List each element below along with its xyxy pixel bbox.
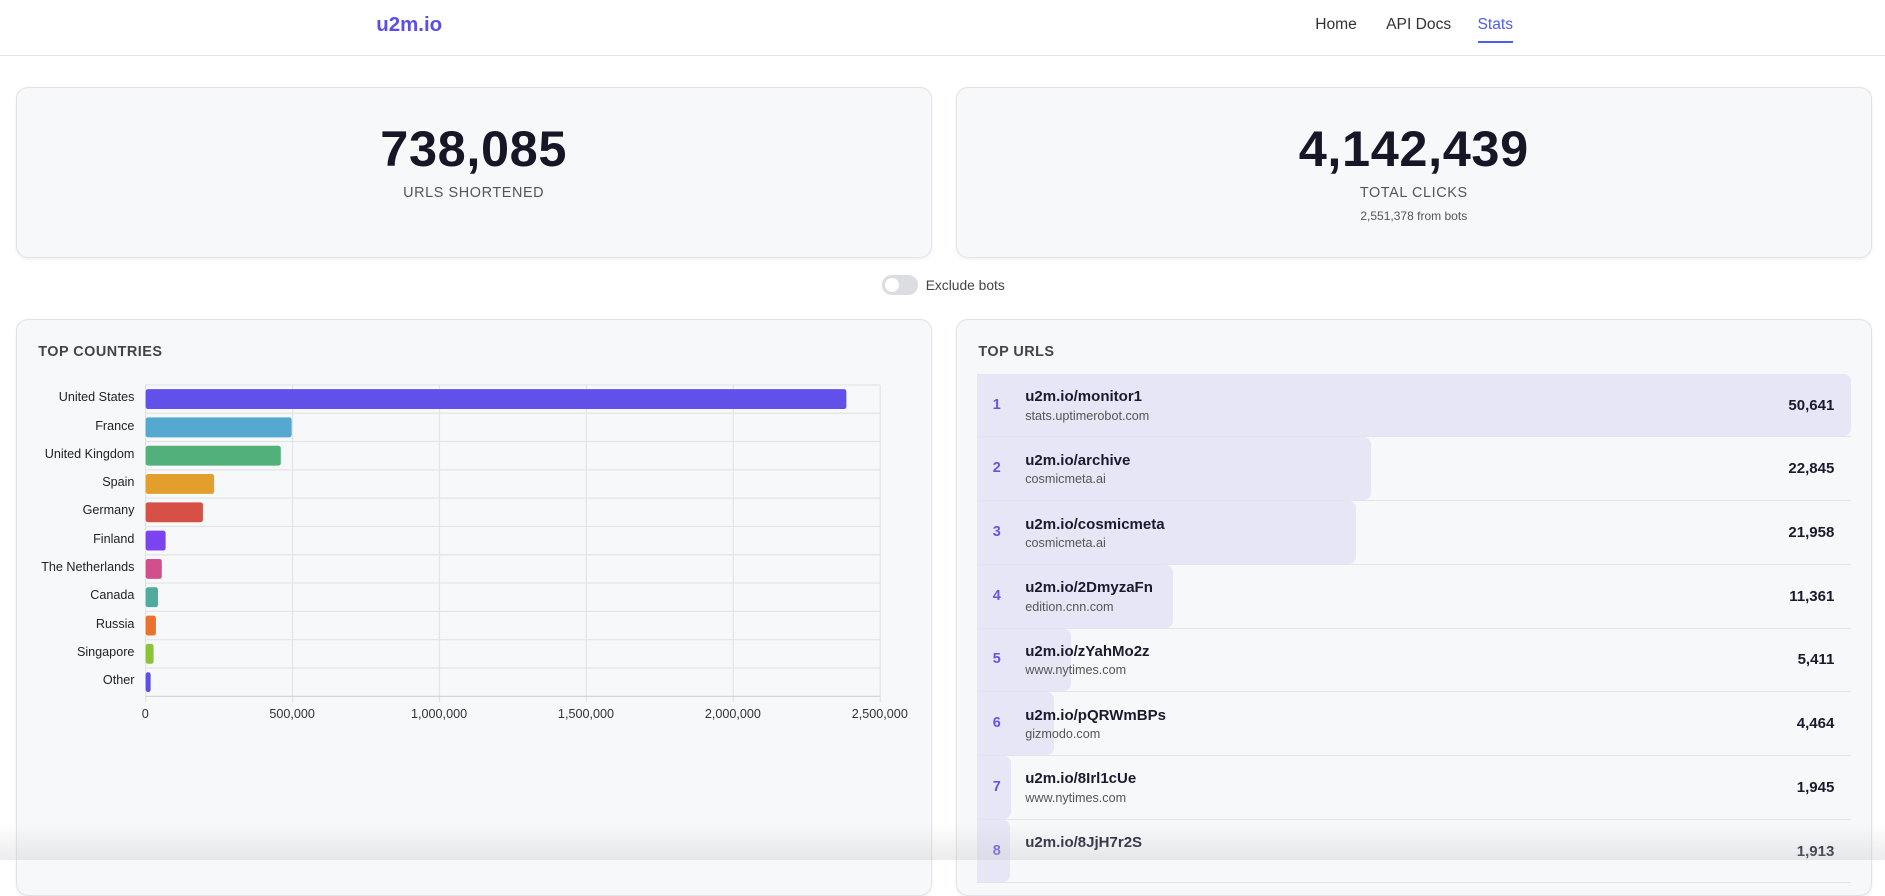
destination-domain: edition.cnn.com [1025, 599, 1114, 614]
bar-united-states[interactable] [145, 388, 847, 409]
url-click-bar [977, 564, 1174, 628]
destination-domain: www.nytimes.com [1025, 790, 1127, 805]
short-url[interactable]: u2m.io/8Irl1cUe [1025, 770, 1137, 788]
top-countries-title: TOP COUNTRIES [38, 343, 163, 360]
bar-canada[interactable] [145, 586, 158, 607]
x-tick-label: 1,000,000 [411, 706, 468, 721]
category-label: Spain [102, 475, 135, 490]
short-url[interactable]: u2m.io/cosmicmeta [1025, 515, 1165, 533]
bar-germany[interactable] [145, 501, 203, 522]
category-label: Other [102, 673, 135, 688]
url-rank: 3 [992, 523, 1001, 540]
url-rank: 6 [992, 715, 1001, 732]
urls-shortened-value: 738,085 [380, 119, 567, 177]
destination-domain: cosmicmeta.ai [1025, 472, 1106, 487]
click-count: 22,845 [1788, 460, 1835, 478]
url-row[interactable]: 4 u2m.io/2DmyzaFn edition.cnn.com 11,361 [977, 564, 1852, 629]
destination-domain: gizmodo.com [1025, 727, 1101, 742]
bar-the-netherlands[interactable] [145, 558, 162, 579]
url-row[interactable]: 1 u2m.io/monitor1 stats.uptimerobot.com 50,… [977, 373, 1852, 438]
bar-other[interactable] [145, 671, 151, 692]
x-tick-label: 2,000,000 [704, 706, 761, 721]
short-url[interactable]: u2m.io/zYahMo2z [1025, 642, 1150, 660]
click-count: 11,361 [1789, 587, 1835, 605]
total-clicks-value: 4,142,439 [1298, 119, 1529, 177]
click-count: 21,958 [1788, 523, 1835, 541]
url-row[interactable]: 8 u2m.io/8JjH7r2S 1,913 [977, 819, 1852, 884]
destination-domain: www.nytimes.com [1025, 663, 1127, 678]
countries-bar-chart [144, 383, 881, 702]
short-url[interactable]: u2m.io/monitor1 [1025, 388, 1143, 406]
category-label: United Kingdom [44, 446, 135, 461]
click-count: 5,411 [1797, 651, 1835, 669]
bar-finland[interactable] [145, 530, 166, 551]
top-countries-panel: TOP COUNTRIES 0 500,000 1,000,000 1,500,000… [15, 318, 932, 896]
url-row[interactable]: 7 u2m.io/8Irl1cUe www.nytimes.com 1,945 [977, 755, 1852, 820]
category-label: Russia [95, 616, 135, 631]
exclude-bots-toggle[interactable] [882, 275, 919, 295]
short-url[interactable]: u2m.io/8JjH7r2S [1025, 834, 1143, 852]
url-row[interactable]: 2 u2m.io/archive cosmicmeta.ai 22,845 [977, 437, 1852, 502]
click-count: 1,913 [1796, 842, 1835, 860]
url-click-bar [977, 437, 1372, 501]
bar-united-kingdom[interactable] [145, 445, 281, 466]
top-nav: u2m.io Home API Docs Stats [0, 0, 1885, 57]
category-label: France [95, 418, 135, 433]
total-clicks-card: 4,142,439 TOTAL CLICKS 2,551,378 from bo… [955, 86, 1872, 259]
url-rank: 4 [992, 587, 1001, 604]
bot-clicks-note: 2,551,378 from bots [1360, 209, 1468, 224]
bar-france[interactable] [145, 417, 292, 437]
urls-shortened-card: 738,085 URLS SHORTENED [15, 86, 932, 259]
category-label: Singapore [76, 644, 135, 659]
destination-domain: cosmicmeta.ai [1025, 535, 1106, 550]
top-urls-title: TOP URLS [978, 343, 1055, 360]
url-row[interactable]: 5 u2m.io/zYahMo2z www.nytimes.com 5,411 [977, 628, 1852, 693]
x-tick-label: 2,500,000 [851, 706, 908, 721]
nav-stats[interactable]: Stats [1477, 15, 1514, 44]
url-rank: 1 [992, 396, 1001, 413]
url-click-bar [977, 755, 1011, 819]
short-url[interactable]: u2m.io/2DmyzaFn [1025, 579, 1153, 597]
category-label: United States [58, 390, 135, 405]
url-click-bar [977, 628, 1071, 692]
urls-shortened-label: URLS SHORTENED [403, 185, 545, 201]
url-rank: 5 [992, 651, 1001, 668]
bar-spain[interactable] [145, 473, 214, 494]
url-row[interactable]: 6 u2m.io/pQRWmBPs gizmodo.com 4,464 [977, 692, 1852, 756]
click-count: 4,464 [1796, 715, 1835, 733]
url-rank: 7 [992, 778, 1001, 795]
click-count: 1,945 [1796, 778, 1835, 796]
url-rank: 8 [992, 842, 1001, 859]
click-count: 50,641 [1788, 396, 1835, 414]
url-row[interactable]: 3 u2m.io/cosmicmeta cosmicmeta.ai 21,958 [977, 501, 1852, 565]
x-tick-label: 500,000 [269, 706, 315, 721]
bar-russia[interactable] [145, 615, 156, 636]
url-click-bar [977, 373, 1852, 437]
nav-api-docs[interactable]: API Docs [1386, 15, 1452, 33]
url-click-bar [977, 692, 1055, 755]
category-label: Finland [93, 531, 135, 546]
nav-home[interactable]: Home [1315, 15, 1357, 33]
bar-singapore[interactable] [145, 643, 154, 664]
destination-domain: stats.uptimerobot.com [1025, 408, 1150, 423]
toggle-knob [884, 277, 900, 293]
total-clicks-label: TOTAL CLICKS [1359, 185, 1468, 201]
short-url[interactable]: u2m.io/archive [1025, 451, 1131, 469]
category-label: Canada [90, 588, 135, 603]
url-click-bar [977, 501, 1357, 564]
category-label: Germany [82, 503, 135, 518]
short-url[interactable]: u2m.io/pQRWmBPs [1025, 706, 1166, 724]
exclude-bots-label: Exclude bots [925, 276, 1005, 293]
x-tick-label: 1,500,000 [557, 706, 615, 721]
top-urls-panel: TOP URLS 1 u2m.io/monitor1 stats.uptimerob… [955, 318, 1872, 896]
url-rank: 2 [992, 460, 1001, 477]
logo[interactable]: u2m.io [376, 14, 443, 37]
x-tick-label: 0 [141, 706, 149, 721]
category-label: The Netherlands [41, 560, 135, 575]
